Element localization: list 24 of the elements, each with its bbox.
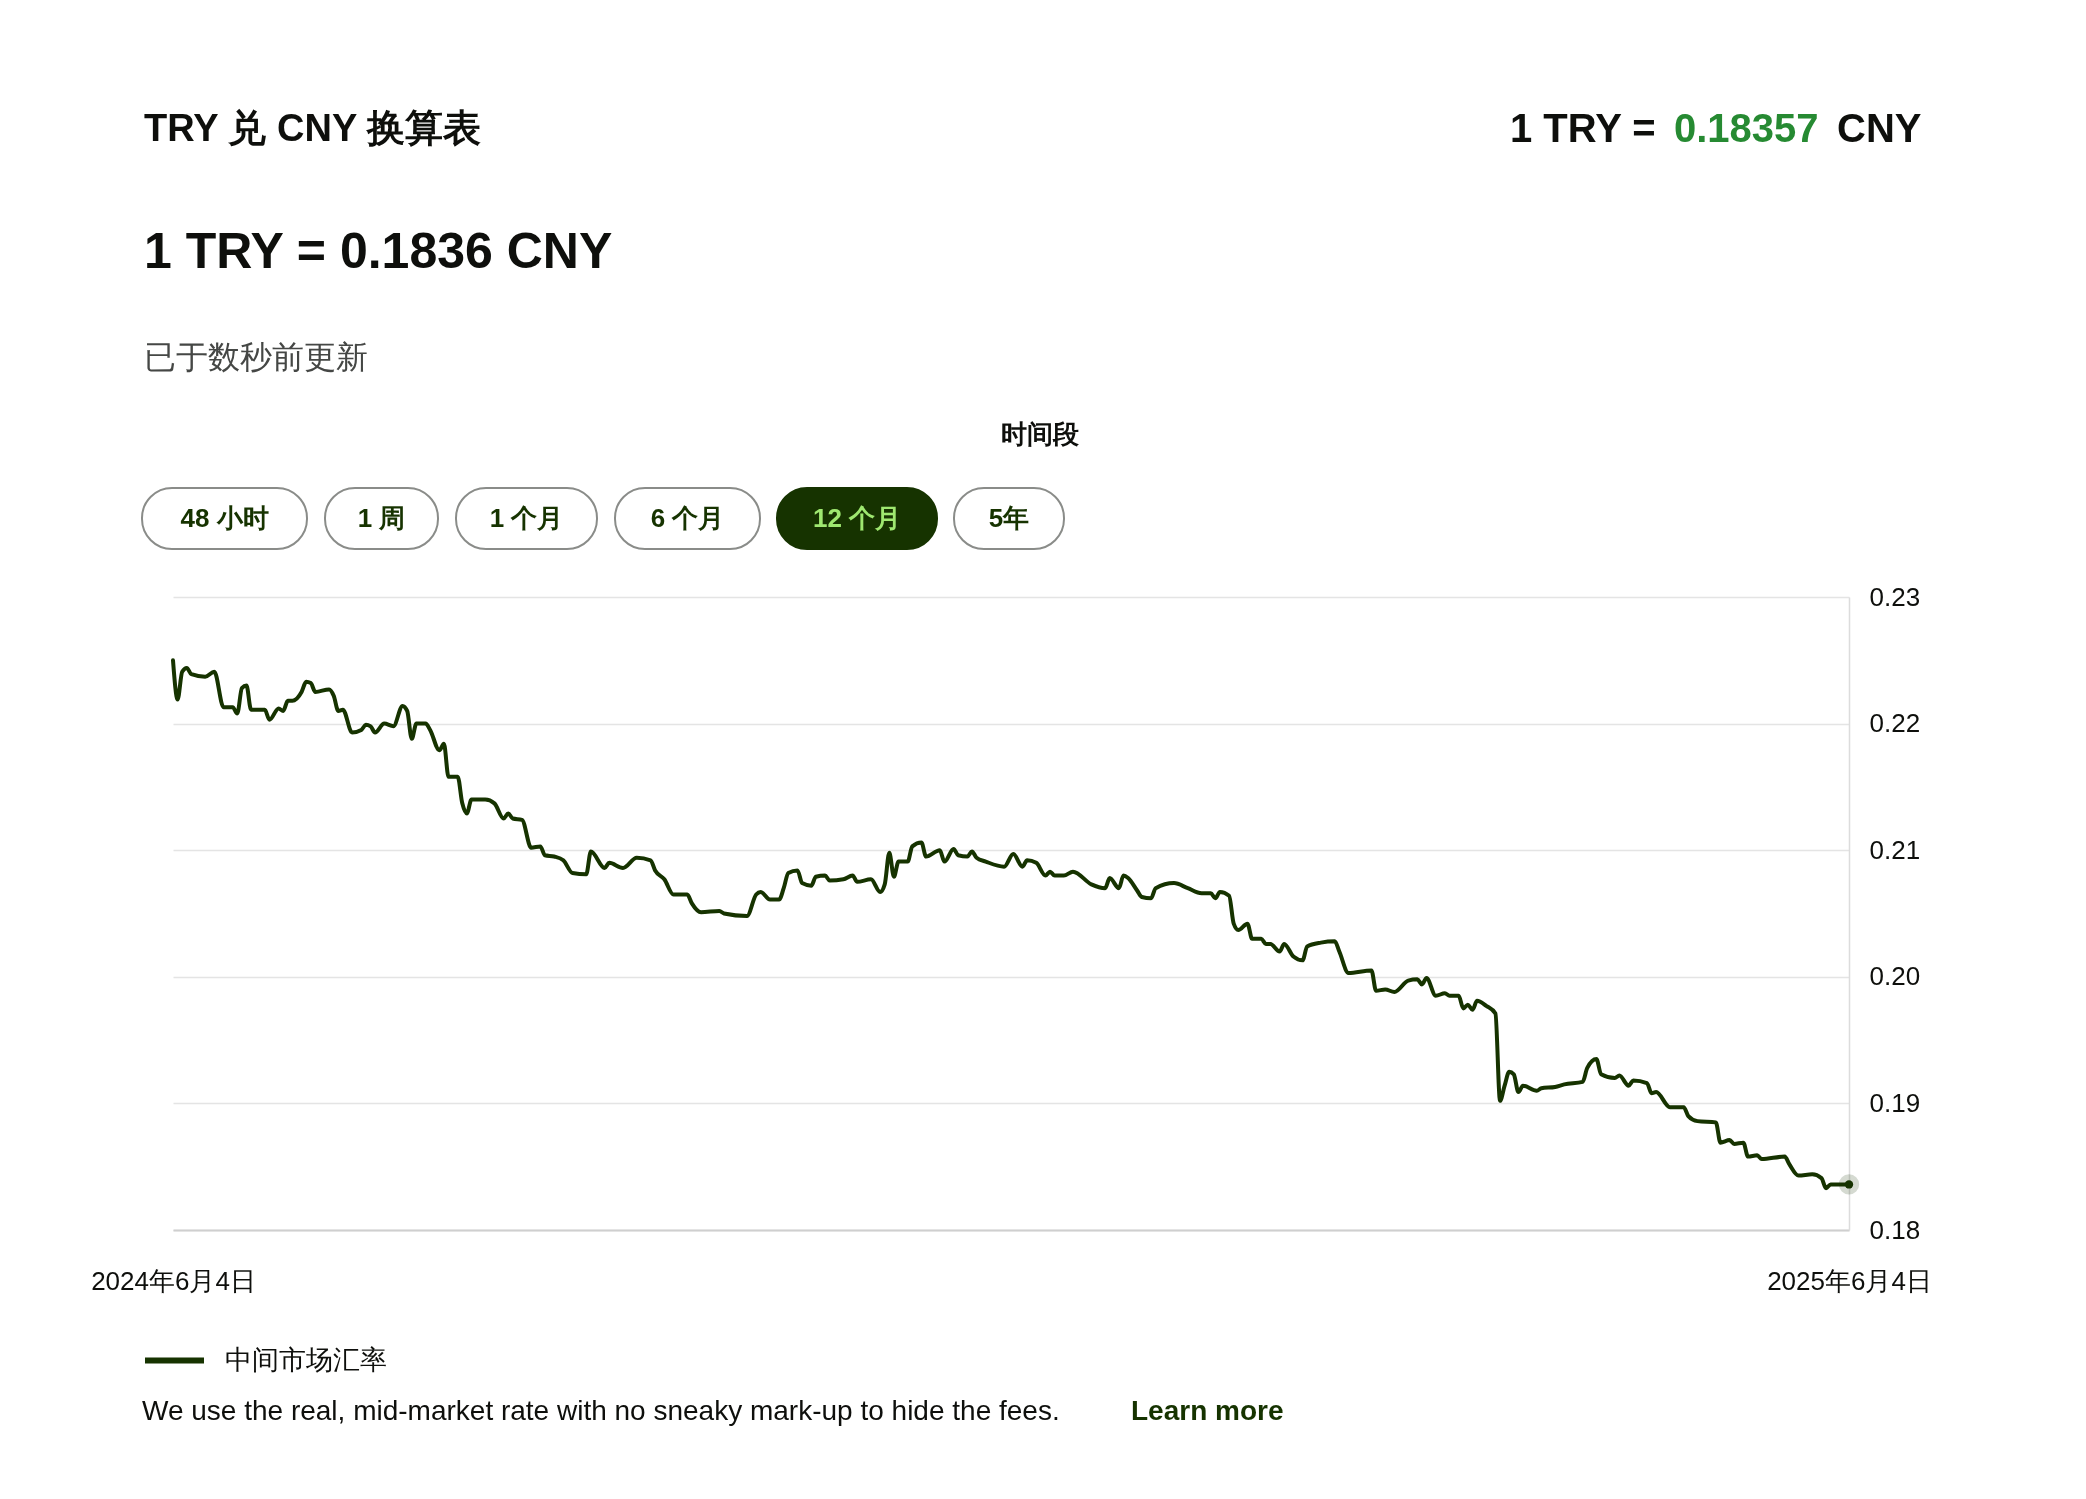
y-tick-label: 0.21 — [1869, 834, 1921, 865]
text: 1 周 — [357, 503, 406, 533]
text: 1 个月 — [489, 503, 564, 533]
text: We use the real, mid-market rate with no sneaky mark-up to hide the fees. — [142, 1395, 1060, 1426]
y-tick-label: 0.18 — [1869, 1214, 1921, 1245]
text: 5年 — [988, 503, 1030, 533]
y-tick-label: 0.23 — [1869, 581, 1921, 612]
y-tick-label: 0.22 — [1869, 708, 1921, 739]
text: 1 TRY = — [1510, 106, 1656, 150]
y-tick-label: 0.19 — [1869, 1087, 1921, 1118]
text: 时间段 — [1001, 419, 1080, 449]
legend-label: 中间市场汇率 — [225, 1344, 387, 1375]
text: 12 个月 — [812, 503, 902, 533]
y-tick-label: 0.20 — [1869, 961, 1921, 992]
x-tick-label: 2025年6月4日 — [1767, 1265, 1932, 1296]
text: 6 个月 — [650, 503, 725, 533]
text: 48 小时 — [180, 503, 269, 533]
text: Learn more — [1131, 1395, 1284, 1426]
x-tick-label: 2024年6月4日 — [91, 1265, 256, 1296]
text: 已于数秒前更新 — [144, 339, 368, 375]
chart-title: TRY 兑 CNY 换算表 — [144, 107, 482, 149]
text: 0.18357 — [1674, 106, 1819, 150]
text: CNY — [1837, 106, 1922, 150]
chart-subtitle: 1 TRY = 0.1836 CNY — [144, 223, 613, 279]
